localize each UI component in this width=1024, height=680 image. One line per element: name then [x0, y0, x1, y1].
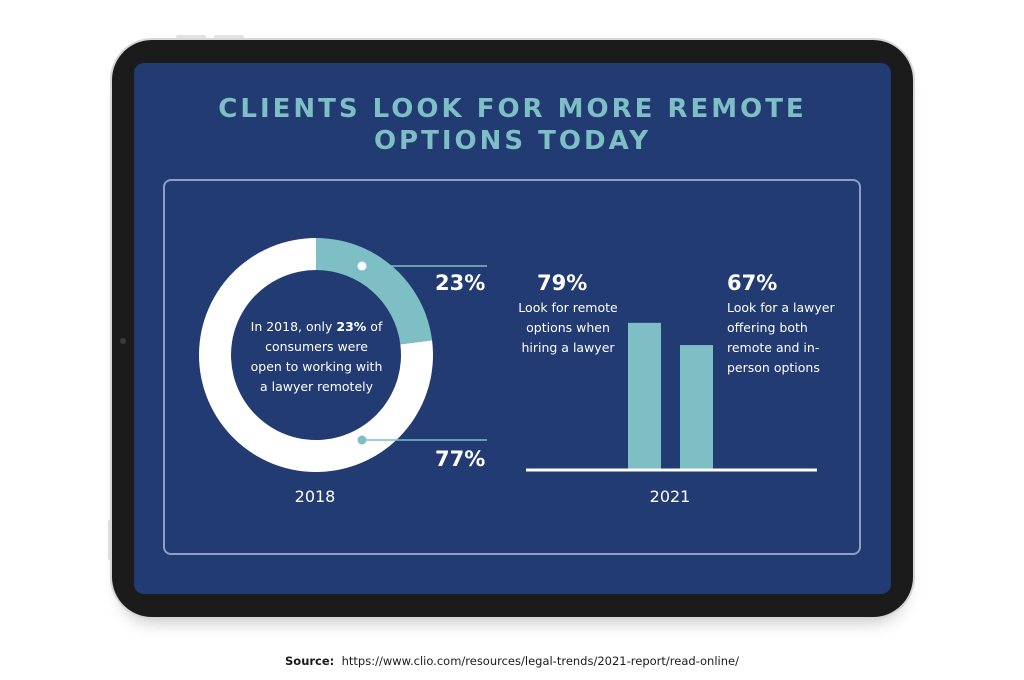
donut-label-23: 23%	[435, 271, 486, 295]
power-button	[176, 35, 206, 39]
bar-label-67: 67%	[727, 271, 778, 295]
bar-67	[680, 345, 713, 469]
infographic-title: CLIENTS LOOK FOR MORE REMOTE OPTIONS TOD…	[134, 93, 891, 157]
leader-77-dot	[357, 435, 367, 445]
title-line-1: CLIENTS LOOK FOR MORE REMOTE	[218, 94, 807, 124]
infographic-screen: CLIENTS LOOK FOR MORE REMOTE OPTIONS TOD…	[134, 63, 891, 594]
bar-desc-67: Look for a lawyer offering both remote a…	[727, 300, 835, 375]
donut-center-text: In 2018, only 23% of consumers were open…	[249, 317, 384, 397]
donut-text-bold: 23%	[336, 319, 367, 334]
donut-text-before: In 2018, only	[250, 319, 337, 334]
bar-desc-79: Look for remote options when hiring a la…	[518, 300, 618, 355]
donut-text-after: of consumers were open to working with a…	[250, 319, 383, 394]
source-label: Source:	[285, 654, 335, 668]
chart-panel	[163, 179, 861, 555]
bar-label-79: 79%	[537, 271, 588, 295]
source-url: https://www.clio.com/resources/legal-tre…	[341, 654, 739, 668]
top-button	[214, 35, 244, 39]
donut-segment-remote	[316, 238, 433, 345]
chart-graphics	[199, 238, 817, 472]
bar-year-label: 2021	[649, 487, 691, 506]
camera-icon	[120, 338, 126, 344]
donut-label-77: 77%	[435, 447, 486, 471]
volume-button	[108, 520, 112, 560]
source-line: Source: https://www.clio.com/resources/l…	[0, 654, 1024, 668]
bar-79	[628, 322, 661, 469]
title-line-2: OPTIONS TODAY	[373, 126, 652, 156]
donut-year-label: 2018	[294, 487, 336, 506]
leader-23-dot	[357, 261, 367, 271]
